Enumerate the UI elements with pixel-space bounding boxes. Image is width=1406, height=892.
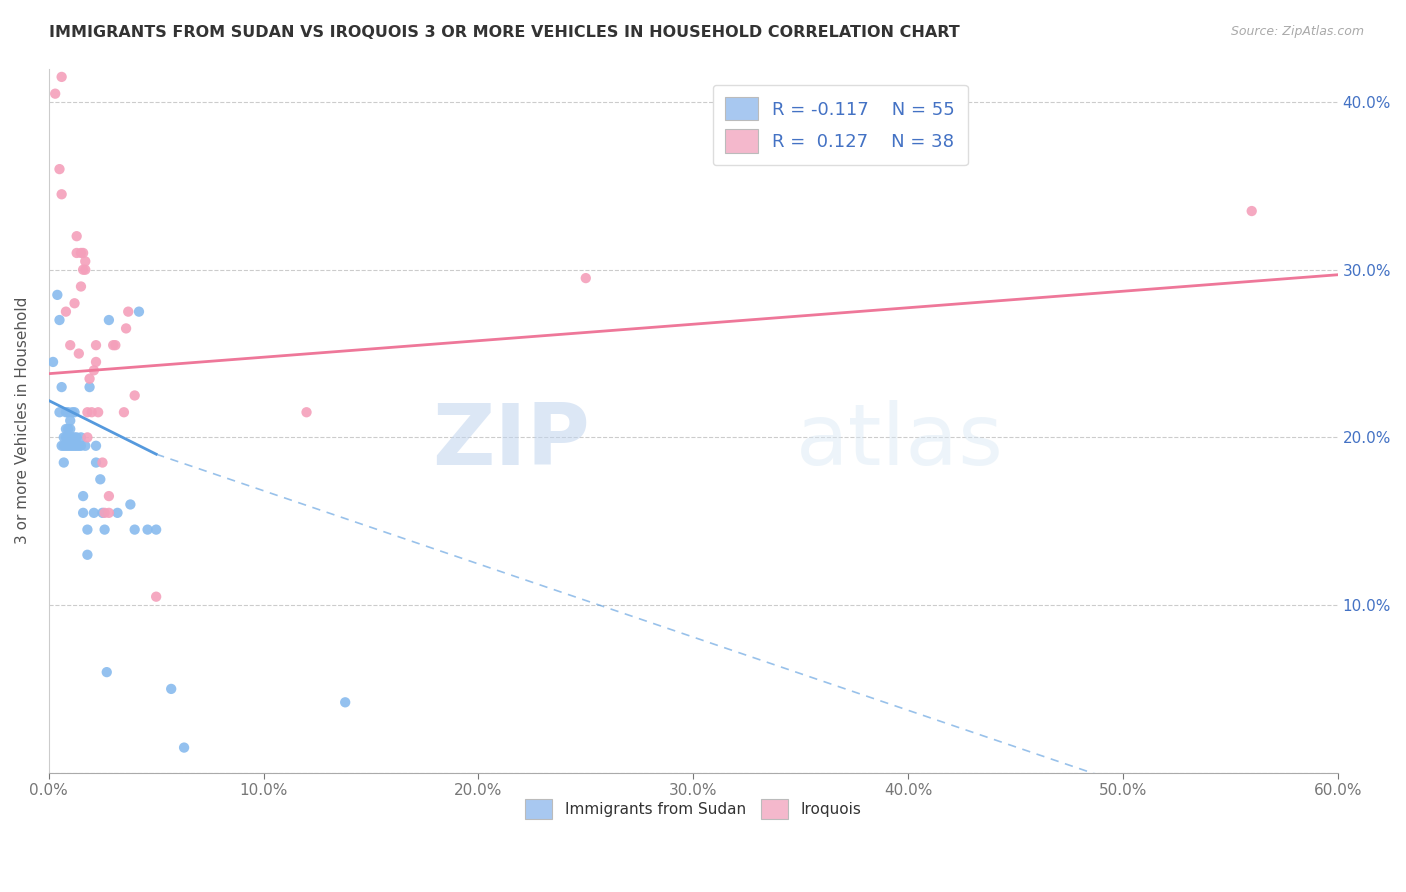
Point [72,262,94,277]
Point [59,430,82,444]
Legend: Immigrants from Sudan, Iroquois: Immigrants from Sudan, Iroquois [519,793,868,825]
Point [84,456,107,470]
Point [60,439,83,453]
Point [56,430,79,444]
Point [56,405,79,419]
Point [96,665,118,680]
Point [52,456,75,470]
Point [63,405,86,419]
Point [115,321,138,335]
Point [70,439,93,453]
Point [59,414,82,428]
Point [76,405,98,419]
Point [103,338,125,352]
Point [63,430,86,444]
Point [76,548,98,562]
Point [67,439,90,453]
Point [70,430,93,444]
Point [79,372,101,386]
Point [80,405,103,419]
Point [160,681,183,696]
Point [59,439,82,453]
Point [76,523,98,537]
Point [42,355,65,369]
Point [83,506,105,520]
Point [145,523,167,537]
Point [56,422,79,436]
Point [72,489,94,503]
Point [87,405,110,419]
Point [76,430,98,444]
Point [66,430,89,444]
Point [75,254,97,268]
Point [75,262,97,277]
Point [84,355,107,369]
Text: Source: ZipAtlas.com: Source: ZipAtlas.com [1230,25,1364,38]
Point [97,489,120,503]
Point [55,422,77,436]
Point [83,363,105,377]
Point [67,346,90,360]
Point [173,740,195,755]
Point [63,296,86,310]
Point [575,271,598,285]
Point [89,472,111,486]
Y-axis label: 3 or more Vehicles in Household: 3 or more Vehicles in Household [15,297,30,544]
Point [44,87,66,101]
Point [128,304,150,318]
Point [55,405,77,419]
Point [84,338,107,352]
Point [79,380,101,394]
Point [1240,204,1263,219]
Point [93,506,115,520]
Text: atlas: atlas [796,401,1004,483]
Point [46,288,69,302]
Point [117,304,139,318]
Text: IMMIGRANTS FROM SUDAN VS IROQUOIS 3 OR MORE VEHICLES IN HOUSEHOLD CORRELATION CH: IMMIGRANTS FROM SUDAN VS IROQUOIS 3 OR M… [49,25,960,40]
Point [59,338,82,352]
Point [70,279,93,293]
Point [55,304,77,318]
Point [66,246,89,260]
Point [55,439,77,453]
Point [124,523,146,537]
Point [84,439,107,453]
Point [51,380,73,394]
Point [72,246,94,260]
Point [112,405,135,419]
Point [51,70,73,84]
Point [59,422,82,436]
Point [124,388,146,402]
Point [60,430,83,444]
Point [51,439,73,453]
Point [97,506,120,520]
Point [104,338,127,352]
Point [52,439,75,453]
Point [55,430,77,444]
Point [75,439,97,453]
Point [91,456,114,470]
Point [48,162,70,177]
Point [66,229,89,244]
Point [295,405,318,419]
Text: ZIP: ZIP [432,401,591,483]
Point [91,506,114,520]
Point [145,590,167,604]
Point [70,246,93,260]
Point [335,695,357,709]
Point [72,506,94,520]
Point [56,439,79,453]
Point [52,430,75,444]
Point [97,313,120,327]
Point [66,439,89,453]
Point [63,439,86,453]
Point [48,405,70,419]
Point [51,187,73,202]
Point [107,506,129,520]
Point [120,498,142,512]
Point [60,405,83,419]
Point [93,523,115,537]
Point [136,523,159,537]
Point [48,313,70,327]
